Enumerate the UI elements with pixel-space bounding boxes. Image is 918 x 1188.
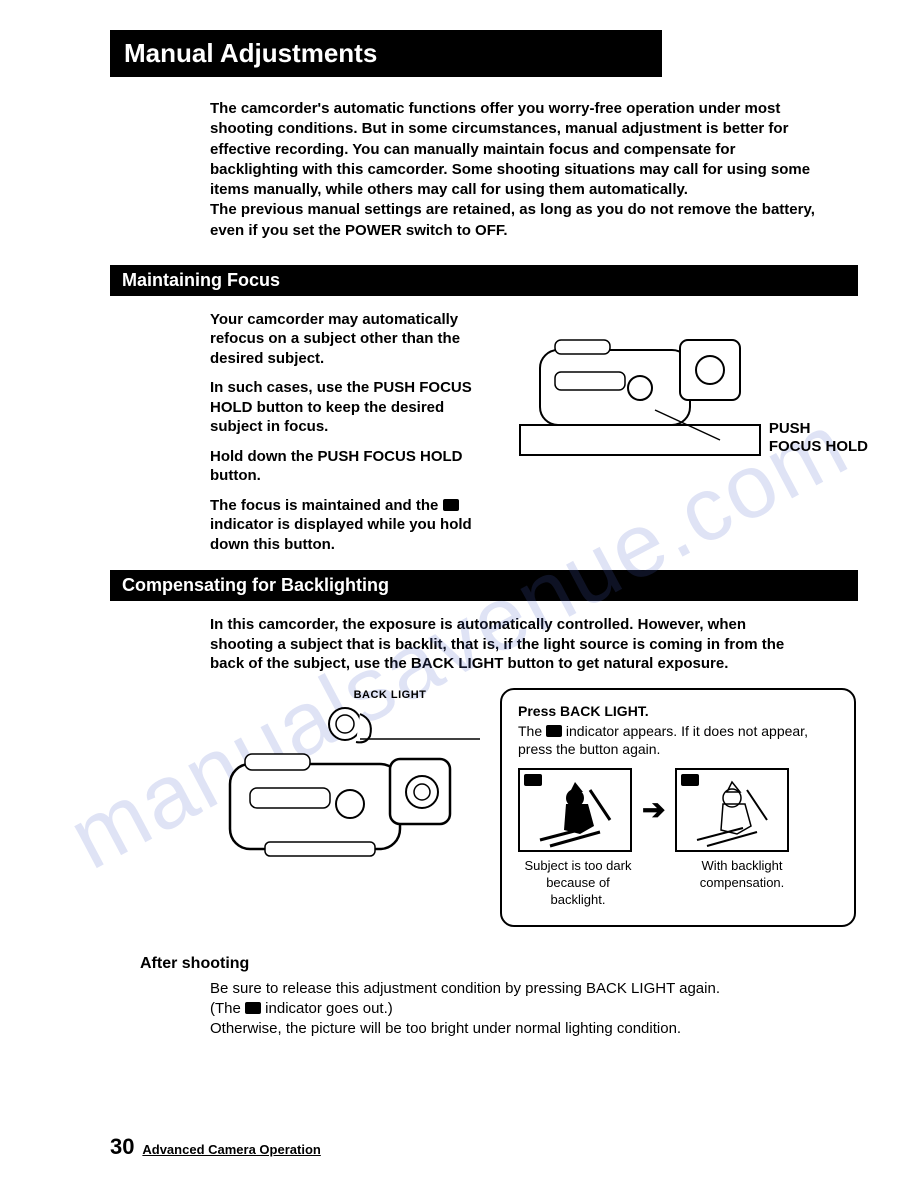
focus-p4: The focus is maintained and the indicato…	[210, 496, 490, 555]
section-body-focus: Your camcorder may automatically refocus…	[210, 310, 858, 565]
press-sub-b: indicator appears. If it does not appear…	[518, 723, 808, 757]
manual-page: manualsavenue.com Manual Adjustments The…	[0, 0, 918, 1188]
focus-figure: PUSH FOCUS HOLD	[510, 310, 858, 500]
after-l2b: indicator goes out.)	[261, 1000, 393, 1017]
caption-dark: Subject is too dark because of backlight…	[518, 858, 638, 909]
focus-p3: Hold down the PUSH FOCUS HOLD button.	[210, 447, 490, 486]
section-heading-focus: Maintaining Focus	[110, 265, 858, 296]
focus-p4a: The focus is maintained and the	[210, 497, 443, 514]
callout-push: PUSH	[769, 420, 868, 438]
focus-text-block: Your camcorder may automatically refocus…	[210, 310, 490, 565]
after-line2: (The indicator goes out.)	[210, 999, 810, 1019]
callout-focus-hold: FOCUS HOLD	[769, 438, 868, 456]
page-title: Manual Adjustments	[110, 30, 662, 77]
after-l2a: (The	[210, 1000, 245, 1017]
camcorder-backlight-illustration	[210, 704, 480, 884]
backlight-figure: BACK LIGHT	[210, 688, 480, 890]
backlight-button-label: BACK LIGHT	[300, 688, 480, 702]
focus-p4b: indicator is displayed while you hold do…	[210, 516, 472, 553]
after-line1: Be sure to release this adjustment condi…	[210, 979, 810, 999]
after-heading: After shooting	[140, 955, 858, 973]
page-footer: 30 Advanced Camera Operation	[110, 1134, 321, 1160]
push-focus-hold-label: PUSH FOCUS HOLD	[769, 420, 868, 456]
thumb-dark	[518, 768, 632, 852]
focus-p2: In such cases, use the PUSH FOCUS HOLD b…	[210, 378, 490, 437]
focus-indicator-icon	[443, 499, 459, 511]
focus-p1: Your camcorder may automatically refocus…	[210, 310, 490, 369]
intro-paragraph-2: The previous manual settings are retaine…	[210, 200, 820, 241]
section-heading-backlight: Compensating for Backlighting	[110, 570, 858, 601]
after-indicator-icon	[245, 1002, 261, 1014]
intro-block: The camcorder's automatic functions offe…	[210, 99, 820, 241]
backlight-indicator-icon	[546, 725, 562, 737]
after-body: Be sure to release this adjustment condi…	[210, 979, 810, 1040]
caption-compensated: With backlight compensation.	[682, 858, 802, 909]
section-body-backlight: In this camcorder, the exposure is autom…	[210, 615, 858, 927]
camcorder-illustration	[510, 310, 770, 460]
footer-section-title: Advanced Camera Operation	[142, 1142, 320, 1157]
backlight-press-box: Press BACK LIGHT. The indicator appears.…	[500, 688, 856, 927]
intro-paragraph-1: The camcorder's automatic functions offe…	[210, 99, 820, 200]
thumb-compensated	[675, 768, 789, 852]
after-line3: Otherwise, the picture will be too brigh…	[210, 1019, 810, 1039]
backlight-intro: In this camcorder, the exposure is autom…	[210, 615, 810, 674]
page-number: 30	[110, 1134, 134, 1159]
badge-icon	[524, 774, 542, 786]
arrow-icon: ➔	[642, 792, 665, 828]
compare-captions: Subject is too dark because of backlight…	[518, 858, 838, 909]
compare-row: ➔	[518, 768, 838, 852]
press-sub-a: The	[518, 723, 546, 739]
press-title: Press BACK LIGHT.	[518, 702, 838, 720]
badge-icon	[681, 774, 699, 786]
press-subtitle: The indicator appears. If it does not ap…	[518, 722, 838, 758]
